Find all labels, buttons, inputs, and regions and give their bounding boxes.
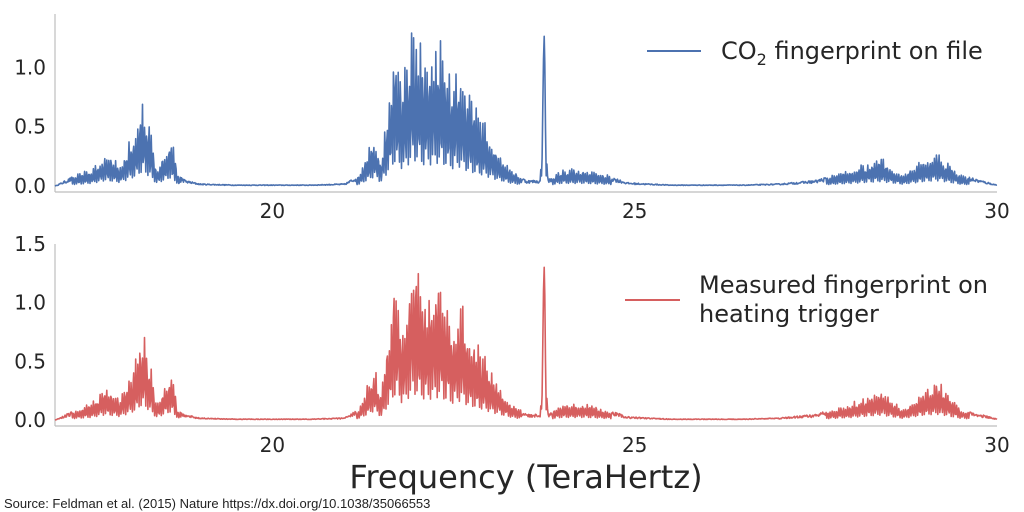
top-y-ticks: 0.0 0.5 1.0 xyxy=(14,55,46,198)
bottom-y-tick-label: 1.0 xyxy=(14,291,46,315)
top-y-tick-label: 0.0 xyxy=(14,174,46,198)
bottom-legend: Measured fingerprint on heating trigger xyxy=(625,271,988,328)
source-caption: Source: Feldman et al. (2015) Nature htt… xyxy=(4,496,431,511)
bottom-x-tick-label: 25 xyxy=(622,433,647,457)
bottom-legend-label-line2: heating trigger xyxy=(699,300,879,328)
top-series-line xyxy=(54,32,998,187)
top-x-tick-label: 25 xyxy=(622,199,647,223)
top-x-tick-label: 20 xyxy=(260,199,285,223)
top-x-ticks: 20 25 30 xyxy=(260,199,1010,223)
bottom-y-ticks: 0.0 0.5 1.0 1.5 xyxy=(14,232,46,432)
top-panel: 0.0 0.5 1.0 20 25 30 CO2 fingerprint on file xyxy=(14,14,1010,223)
top-x-tick-label: 30 xyxy=(984,199,1009,223)
bottom-series-line xyxy=(54,266,998,421)
bottom-y-tick-label: 0.0 xyxy=(14,408,46,432)
top-legend: CO2 fingerprint on file xyxy=(647,37,983,69)
bottom-legend-label-line1: Measured fingerprint on xyxy=(699,271,988,299)
bottom-y-tick-label: 1.5 xyxy=(14,232,46,256)
bottom-panel: 0.0 0.5 1.0 1.5 20 25 30 Measured fingerprint… xyxy=(14,232,1010,457)
bottom-x-ticks: 20 25 30 xyxy=(260,433,1010,457)
bottom-x-tick-label: 30 xyxy=(984,433,1009,457)
x-axis-label: Frequency (TeraHertz) xyxy=(349,458,702,496)
top-y-tick-label: 1.0 xyxy=(14,55,46,79)
bottom-y-tick-label: 0.5 xyxy=(14,349,46,373)
top-legend-label: CO2 fingerprint on file xyxy=(721,37,983,69)
bottom-x-tick-label: 20 xyxy=(260,433,285,457)
top-y-tick-label: 0.5 xyxy=(14,115,46,139)
